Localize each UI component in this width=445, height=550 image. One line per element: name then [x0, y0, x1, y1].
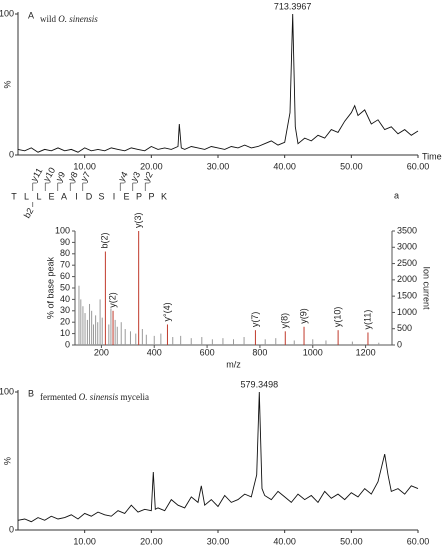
y-tick-label: 100: [0, 386, 14, 396]
y-tick-label: 0: [9, 149, 14, 159]
x-tick-label: 40.00: [273, 161, 296, 171]
ion-label: y10: [41, 166, 57, 184]
y-tick-label: 70: [60, 260, 70, 270]
ion-label: y8: [66, 170, 79, 183]
ion-label: y11: [29, 166, 45, 183]
panel-label: A: [28, 10, 34, 20]
y2-tick-label: 2500: [397, 258, 417, 268]
y2-tick-label: 0: [397, 339, 402, 349]
x-tick-label: 60.00: [407, 161, 430, 171]
peak-label: y(8): [280, 313, 290, 329]
x-tick-label: 20.00: [140, 161, 163, 171]
ion-label: b2: [22, 206, 36, 220]
x-tick-label: 600: [200, 347, 215, 357]
x-tick-label: 30.00: [207, 161, 230, 171]
y2-axis-label: Ion current: [422, 266, 432, 310]
residue: E: [123, 191, 129, 201]
y2-tick-label: 500: [397, 323, 412, 333]
panel-title: wild O. sinensis: [40, 14, 98, 24]
x-tick-label: 40.00: [273, 536, 296, 546]
residue: L: [24, 191, 29, 201]
peak-label: 579.3498: [241, 379, 279, 389]
panel-title: fermented O. sinensis mycelia: [40, 392, 149, 402]
x-tick-label: 400: [147, 347, 162, 357]
y-tick-label: 90: [60, 237, 70, 247]
residue: S: [98, 191, 104, 201]
x-tick-label: 1200: [356, 347, 376, 357]
y-tick-label: 40: [60, 294, 70, 304]
x-tick-label: 1000: [303, 347, 323, 357]
x-tick-label: 50.00: [340, 536, 363, 546]
x-tick-label: 10.00: [73, 161, 96, 171]
y-tick-label: 0: [65, 339, 70, 349]
ion-label: y9: [54, 170, 67, 183]
x-axis-label: m/z: [226, 359, 241, 369]
x-tick-label: 200: [94, 347, 109, 357]
ion-label: y7: [79, 170, 92, 183]
panel-label: B: [28, 388, 34, 398]
x-tick-label: 30.00: [207, 536, 230, 546]
peak-label: y(7): [250, 312, 260, 328]
y-tick-label: 100: [55, 225, 70, 235]
residue: K: [161, 191, 167, 201]
y-axis-label: % of base peak: [45, 256, 55, 319]
y-tick-label: 100: [0, 8, 14, 18]
title-italic: O. sinensis: [79, 392, 119, 402]
title-text: wild: [40, 14, 57, 24]
residue: I: [75, 191, 78, 201]
y-tick-label: 0: [9, 524, 14, 534]
y-axis-label: %: [2, 80, 12, 88]
x-tick-label: 20.00: [140, 536, 163, 546]
x-tick-label: 800: [252, 347, 267, 357]
residue: E: [48, 191, 54, 201]
y2-tick-label: 1500: [397, 291, 417, 301]
peak-label: y(11): [362, 310, 372, 330]
residue: P: [148, 191, 154, 201]
peak-label: 713.3967: [274, 1, 312, 11]
panel-label: a: [394, 190, 399, 200]
y-tick-label: 30: [60, 305, 70, 315]
y2-tick-label: 3500: [397, 225, 417, 235]
x-tick-label: 50.00: [340, 161, 363, 171]
y2-tick-label: 1000: [397, 307, 417, 317]
peak-label: y°(4): [162, 302, 172, 321]
x-tick-label: 10.00: [73, 536, 96, 546]
title-italic: O. sinensis: [58, 14, 98, 24]
title-text: fermented: [40, 392, 77, 402]
residue: P: [136, 191, 142, 201]
residue: D: [86, 191, 93, 201]
title-end: mycelia: [121, 392, 150, 402]
y-tick-label: 80: [60, 248, 70, 258]
peak-label: y(2): [107, 292, 117, 308]
y-tick-label: 20: [60, 317, 70, 327]
y-tick-label: 60: [60, 271, 70, 281]
peak-label: y(3): [133, 212, 143, 228]
residue: L: [36, 191, 41, 201]
ion-label: y3: [129, 170, 142, 183]
y-tick-label: 10: [60, 328, 70, 338]
y2-tick-label: 3000: [397, 242, 417, 252]
residue: T: [11, 191, 17, 201]
trace: [17, 13, 419, 153]
ion-label: y4: [116, 170, 129, 183]
y-axis-label: %: [2, 457, 12, 465]
peak-label: y(10): [332, 307, 342, 328]
peak-label: y(9): [298, 308, 308, 324]
x-tick-label: 60.00: [407, 536, 430, 546]
residue: I: [113, 191, 116, 201]
residue: A: [61, 191, 67, 201]
y2-tick-label: 2000: [397, 274, 417, 284]
y-tick-label: 50: [60, 282, 70, 292]
ion-label: y2: [141, 170, 154, 183]
peak-label: b(2): [100, 233, 110, 249]
trace: [17, 391, 419, 523]
x-axis-label: Time: [422, 151, 442, 161]
